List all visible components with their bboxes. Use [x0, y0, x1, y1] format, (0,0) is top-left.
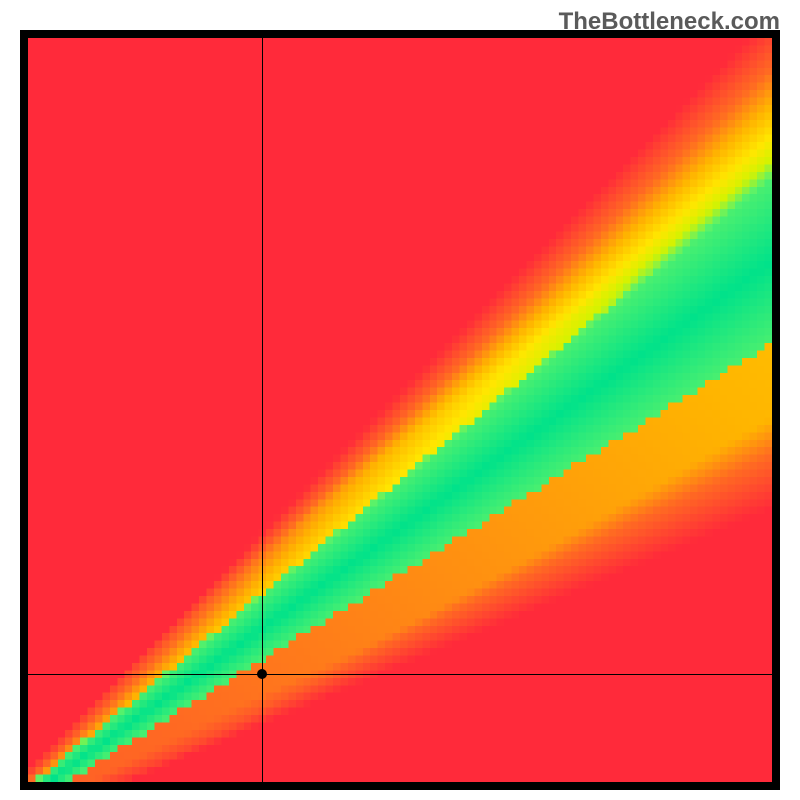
watermark: TheBottleneck.com — [559, 8, 780, 36]
crosshair-horizontal — [28, 674, 772, 675]
chart-area — [28, 38, 772, 782]
heatmap-canvas — [28, 38, 772, 782]
